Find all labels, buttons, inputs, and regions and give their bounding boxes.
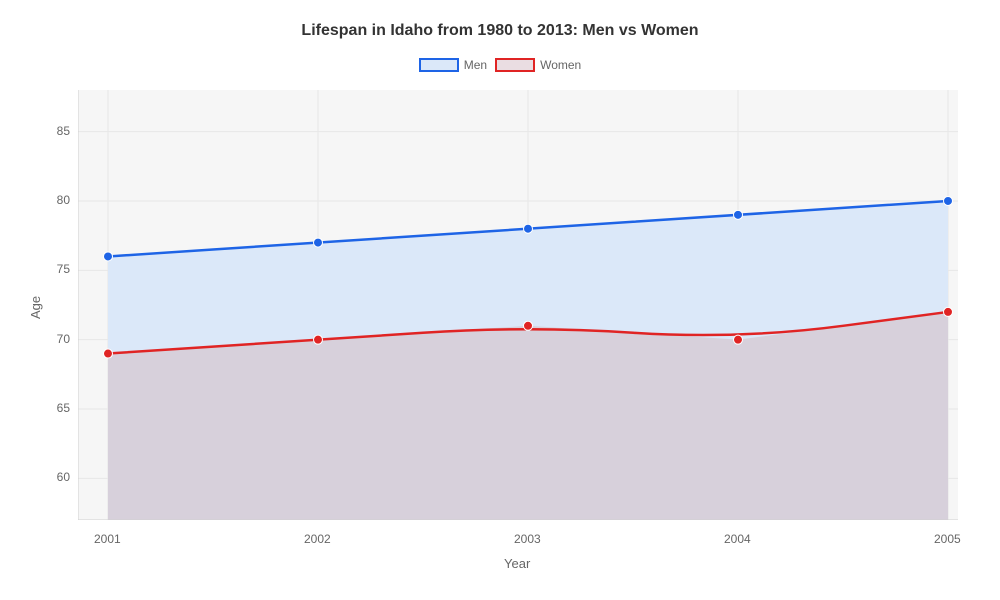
y-tick-label: 60 [57,470,70,484]
marker-women [524,321,533,330]
marker-women [944,307,953,316]
y-tick-label: 75 [57,262,70,276]
legend-item-men: Men [419,58,487,72]
x-tick-label: 2001 [94,532,121,546]
x-axis-title: Year [504,556,530,571]
marker-women [734,335,743,344]
legend: Men Women [0,58,1000,72]
legend-label-women: Women [540,58,581,72]
x-tick-label: 2004 [724,532,751,546]
y-tick-label: 85 [57,124,70,138]
y-tick-label: 80 [57,193,70,207]
marker-men [314,238,323,247]
legend-item-women: Women [495,58,581,72]
plot-area [78,90,958,520]
marker-men [104,252,113,261]
marker-women [104,349,113,358]
legend-swatch-men [419,58,459,72]
marker-men [524,224,533,233]
chart-svg [78,90,958,520]
legend-swatch-women [495,58,535,72]
legend-label-men: Men [464,58,487,72]
x-tick-label: 2002 [304,532,331,546]
marker-men [944,196,953,205]
y-axis-title: Age [28,296,43,319]
y-tick-label: 65 [57,401,70,415]
x-tick-label: 2005 [934,532,961,546]
chart-title: Lifespan in Idaho from 1980 to 2013: Men… [0,22,1000,40]
x-tick-label: 2003 [514,532,541,546]
y-tick-label: 70 [57,332,70,346]
marker-women [314,335,323,344]
marker-men [734,210,743,219]
